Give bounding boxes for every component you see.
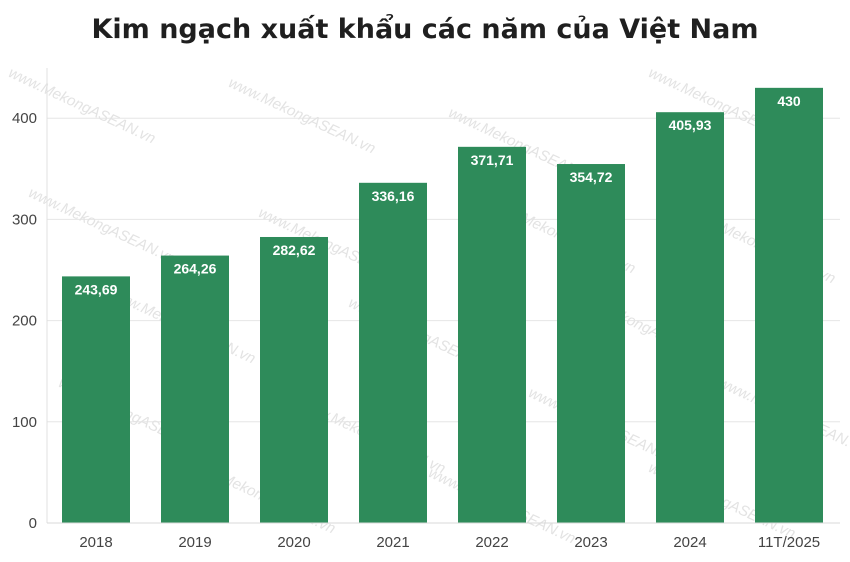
x-tick-label: 2021 xyxy=(376,534,409,551)
data-label: 430 xyxy=(777,93,801,109)
bar-2023 xyxy=(557,164,625,523)
data-label: 371,71 xyxy=(471,152,514,168)
x-tick-label: 2023 xyxy=(574,534,607,551)
bar-2024 xyxy=(656,112,724,523)
data-label: 282,62 xyxy=(273,242,316,258)
x-tick-label: 2020 xyxy=(277,534,310,551)
x-tick-label: 2024 xyxy=(673,534,706,551)
y-tick-label: 300 xyxy=(12,211,37,228)
watermark-text: www.MekongASEAN.vn xyxy=(6,64,158,147)
x-tick-label: 11T/2025 xyxy=(758,534,820,551)
x-tick-label: 2022 xyxy=(475,534,508,551)
data-label: 354,72 xyxy=(570,169,613,185)
y-tick-label: 100 xyxy=(12,414,37,431)
bars: 243,69 264,26 282,62 336,16 371,71 354,72 405,… xyxy=(62,87,823,524)
data-label: 264,26 xyxy=(174,261,217,277)
bar-2021 xyxy=(359,182,427,523)
x-tick-label: 2018 xyxy=(79,534,112,551)
bar-2018 xyxy=(62,276,130,523)
watermark-text: www.MekongASEAN.vn xyxy=(226,74,378,157)
data-label: 243,69 xyxy=(75,281,118,297)
watermark-text: www.MekongASEAN.vn xyxy=(26,184,178,267)
x-tick-label: 2019 xyxy=(178,534,211,551)
data-label: 336,16 xyxy=(372,188,415,204)
bar-2022 xyxy=(458,146,526,524)
y-tick-label: 400 xyxy=(12,110,37,127)
bar-2019 xyxy=(161,255,229,523)
bar-11T/2025 xyxy=(755,87,823,523)
axes: 0 100 200 300 400 2018 2019 2020 2021 2022 2023 202… xyxy=(12,68,840,551)
y-tick-label: 200 xyxy=(12,313,37,330)
bar-2020 xyxy=(260,236,328,523)
data-label: 405,93 xyxy=(669,117,712,133)
y-tick-label: 0 xyxy=(29,515,37,532)
chart-title: Kim ngạch xuất khẩu các năm của Việt Nam xyxy=(92,12,759,45)
